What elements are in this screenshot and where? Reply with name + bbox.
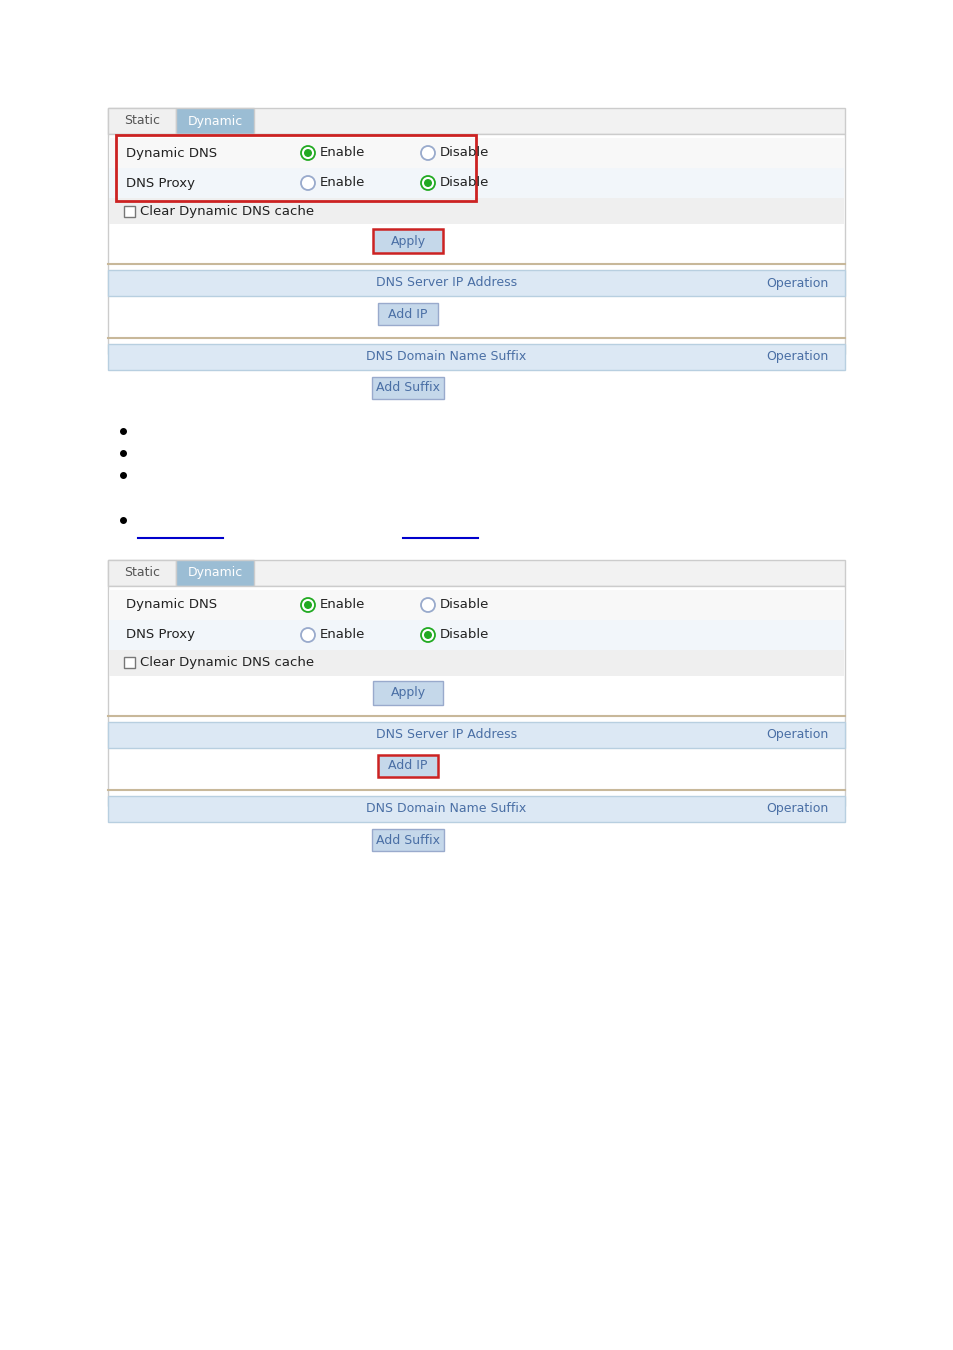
- Text: Disable: Disable: [439, 147, 489, 159]
- Text: Dynamic: Dynamic: [187, 567, 242, 579]
- Circle shape: [423, 630, 432, 639]
- Text: Enable: Enable: [319, 177, 365, 189]
- Text: Dynamic DNS: Dynamic DNS: [126, 598, 217, 612]
- Circle shape: [420, 176, 435, 190]
- Text: DNS Proxy: DNS Proxy: [126, 629, 194, 641]
- Text: Clear Dynamic DNS cache: Clear Dynamic DNS cache: [140, 204, 314, 217]
- Text: Static: Static: [124, 567, 160, 579]
- Bar: [108, 344, 844, 370]
- Text: Operation: Operation: [765, 277, 827, 289]
- Text: Add IP: Add IP: [388, 760, 427, 772]
- Text: Operation: Operation: [765, 802, 827, 815]
- Circle shape: [420, 628, 435, 643]
- Text: Operation: Operation: [765, 729, 827, 741]
- Bar: [109, 649, 843, 676]
- Circle shape: [301, 176, 314, 190]
- Text: Apply: Apply: [390, 235, 425, 247]
- Text: Disable: Disable: [439, 598, 489, 612]
- Text: DNS Domain Name Suffix: DNS Domain Name Suffix: [366, 351, 526, 363]
- Text: Enable: Enable: [319, 629, 365, 641]
- Bar: [373, 680, 442, 705]
- Text: DNS Server IP Address: DNS Server IP Address: [375, 277, 517, 289]
- Bar: [377, 755, 437, 778]
- Bar: [125, 657, 135, 668]
- Bar: [108, 560, 844, 586]
- Bar: [175, 560, 253, 586]
- Bar: [372, 377, 443, 400]
- Bar: [108, 560, 175, 586]
- Bar: [109, 138, 843, 167]
- Text: Enable: Enable: [319, 598, 365, 612]
- Bar: [108, 108, 175, 134]
- Text: Add Suffix: Add Suffix: [375, 382, 439, 394]
- Circle shape: [301, 146, 314, 161]
- Circle shape: [423, 180, 432, 188]
- Text: Enable: Enable: [319, 147, 365, 159]
- Bar: [175, 108, 253, 134]
- Text: Static: Static: [124, 115, 160, 127]
- Bar: [109, 590, 843, 620]
- Bar: [377, 302, 437, 325]
- Circle shape: [301, 598, 314, 612]
- Bar: [109, 198, 843, 224]
- Circle shape: [420, 598, 435, 612]
- Text: DNS Domain Name Suffix: DNS Domain Name Suffix: [366, 802, 526, 815]
- Text: Clear Dynamic DNS cache: Clear Dynamic DNS cache: [140, 656, 314, 670]
- Bar: [108, 796, 844, 822]
- Text: DNS Server IP Address: DNS Server IP Address: [375, 729, 517, 741]
- Text: Operation: Operation: [765, 351, 827, 363]
- Bar: [108, 270, 844, 296]
- Circle shape: [301, 628, 314, 643]
- Circle shape: [420, 146, 435, 161]
- Text: Dynamic DNS: Dynamic DNS: [126, 147, 217, 159]
- Circle shape: [304, 601, 312, 609]
- Bar: [108, 108, 844, 134]
- Text: Disable: Disable: [439, 177, 489, 189]
- Text: Apply: Apply: [390, 687, 425, 699]
- Bar: [125, 205, 135, 216]
- Bar: [109, 620, 843, 649]
- Text: DNS Proxy: DNS Proxy: [126, 177, 194, 189]
- Text: Add Suffix: Add Suffix: [375, 833, 439, 846]
- Bar: [108, 722, 844, 748]
- Bar: [108, 586, 844, 806]
- Text: Disable: Disable: [439, 629, 489, 641]
- Bar: [372, 829, 443, 850]
- Text: Add IP: Add IP: [388, 308, 427, 320]
- Bar: [116, 135, 476, 201]
- Bar: [109, 167, 843, 198]
- Circle shape: [304, 148, 312, 157]
- Bar: [108, 134, 844, 354]
- Bar: [373, 230, 442, 252]
- Text: Dynamic: Dynamic: [187, 115, 242, 127]
